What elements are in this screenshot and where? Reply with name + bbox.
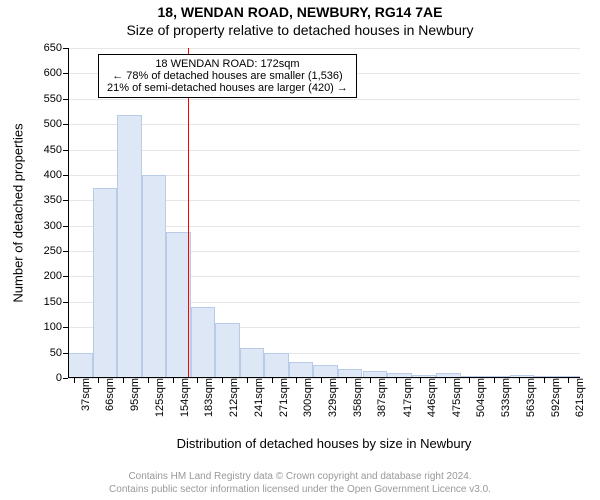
xtick-label: 183sqm — [197, 378, 215, 417]
histogram-plot: 050100150200250300350400450500550600650 … — [68, 48, 580, 378]
xtick-label: 417sqm — [396, 378, 414, 417]
ytick-label: 200 — [44, 270, 68, 282]
ytick-label: 50 — [50, 347, 68, 359]
ytick-label: 650 — [44, 42, 68, 54]
xtick-label: 504sqm — [469, 378, 487, 417]
xtick-label: 621sqm — [568, 378, 586, 417]
annotation-line-3: 21% of semi-detached houses are larger (… — [107, 82, 348, 94]
ytick-label: 300 — [44, 220, 68, 232]
xtick-label: 241sqm — [247, 378, 265, 417]
xtick-label: 329sqm — [321, 378, 339, 417]
annotation-line-1: 18 WENDAN ROAD: 172sqm — [107, 58, 348, 70]
ytick-label: 0 — [56, 372, 68, 384]
xtick-label: 563sqm — [519, 378, 537, 417]
annotation-box: 18 WENDAN ROAD: 172sqm ← 78% of detached… — [98, 54, 357, 98]
ytick-label: 250 — [44, 245, 68, 257]
page-title-2: Size of property relative to detached ho… — [0, 22, 600, 38]
page-title-1: 18, WENDAN ROAD, NEWBURY, RG14 7AE — [0, 4, 600, 20]
footer-line-1: Contains HM Land Registry data © Crown c… — [0, 471, 600, 482]
xtick-label: 592sqm — [544, 378, 562, 417]
xtick-label: 300sqm — [296, 378, 314, 417]
ytick-label: 100 — [44, 321, 68, 333]
xtick-label: 533sqm — [494, 378, 512, 417]
ytick-label: 150 — [44, 296, 68, 308]
ytick-label: 450 — [44, 144, 68, 156]
xtick-label: 387sqm — [370, 378, 388, 417]
annotation-line-2: ← 78% of detached houses are smaller (1,… — [107, 70, 348, 82]
xtick-label: 154sqm — [173, 378, 191, 417]
xtick-label: 475sqm — [445, 378, 463, 417]
ytick-label: 600 — [44, 67, 68, 79]
xtick-label: 37sqm — [74, 378, 92, 411]
xtick-label: 125sqm — [148, 378, 166, 417]
ytick-label: 550 — [44, 93, 68, 105]
xtick-label: 212sqm — [222, 378, 240, 417]
xtick-label: 271sqm — [272, 378, 290, 417]
ytick-label: 500 — [44, 118, 68, 130]
footer-line-2: Contains public sector information licen… — [0, 484, 600, 495]
ytick-label: 350 — [44, 194, 68, 206]
ytick-label: 400 — [44, 169, 68, 181]
xtick-label: 358sqm — [346, 378, 364, 417]
xtick-label: 446sqm — [420, 378, 438, 417]
xtick-label: 95sqm — [123, 378, 141, 411]
x-axis-label: Distribution of detached houses by size … — [177, 436, 472, 451]
xtick-label: 66sqm — [98, 378, 116, 411]
y-axis-label: Number of detached properties — [11, 123, 26, 302]
